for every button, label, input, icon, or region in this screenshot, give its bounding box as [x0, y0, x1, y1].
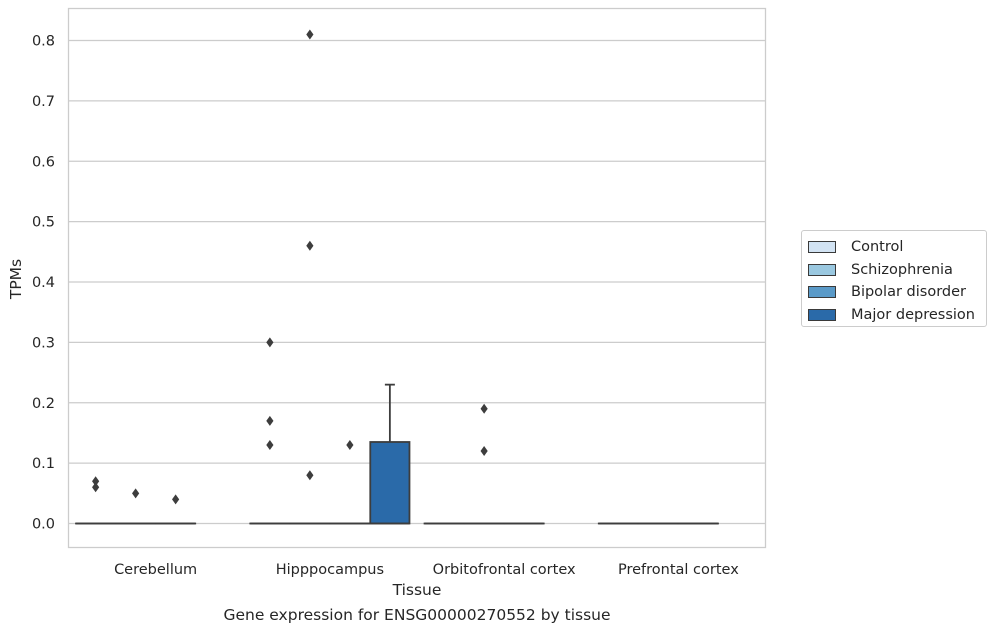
legend-swatch [808, 263, 836, 276]
outlier-point [92, 476, 100, 487]
box-major-depression [369, 383, 411, 525]
y-tick-label: 0.3 [32, 335, 55, 351]
y-tick-label: 0.6 [32, 154, 55, 170]
legend-item: Bipolar disorder [808, 281, 986, 304]
y-tick-label: 0.0 [32, 517, 55, 533]
x-tick-label: Prefrontal cortex [618, 562, 739, 578]
legend: Control Schizophrenia Bipolar disorder Majo… [801, 230, 987, 327]
y-tick-label: 0.7 [32, 94, 55, 110]
outlier-point [480, 403, 488, 414]
y-tick-label: 0.1 [32, 456, 55, 472]
legend-item: Schizophrenia [808, 259, 986, 282]
y-tick-label: 0.2 [32, 396, 55, 412]
y-tick-label: 0.5 [32, 215, 55, 231]
legend-swatch [808, 286, 836, 299]
outlier-point [132, 488, 140, 499]
y-tick-label: 0.8 [32, 34, 55, 50]
outlier-point [306, 470, 314, 481]
outlier-point [266, 440, 274, 451]
outlier-point [266, 415, 274, 426]
legend-label: Schizophrenia [851, 261, 953, 278]
legend-swatch [808, 308, 836, 321]
outlier-point [266, 337, 274, 348]
outlier-points [92, 29, 488, 505]
legend-label: Major depression [851, 306, 975, 323]
legend-label: Control [851, 239, 904, 256]
y-tick-labels: 0.0 0.1 0.2 0.3 0.4 0.5 0.6 0.7 0.8 [32, 34, 55, 533]
y-axis-label: TPMs [7, 259, 25, 300]
legend-item: Major depression [808, 304, 986, 327]
legend-label: Bipolar disorder [851, 284, 966, 301]
x-axis-label: Tissue [392, 581, 442, 599]
outlier-point [346, 440, 354, 451]
legend-swatch [808, 241, 836, 254]
outlier-point [306, 240, 314, 251]
box-groups [75, 383, 719, 525]
outlier-point [306, 29, 314, 40]
outlier-point [92, 482, 100, 493]
figure-caption: Gene expression for ENSG00000270552 by t… [223, 606, 611, 624]
outlier-point [172, 494, 180, 505]
y-tick-label: 0.4 [32, 275, 55, 291]
plot-frame [67, 7, 767, 549]
legend-item: Control [808, 236, 986, 259]
x-tick-labels: Cerebellum Hipppocampus Orbitofrontal cort… [114, 562, 739, 578]
outlier-point [480, 446, 488, 457]
x-tick-label: Hipppocampus [276, 562, 384, 578]
x-tick-label: Cerebellum [114, 562, 197, 578]
grid-lines [68, 39, 766, 525]
x-tick-label: Orbitofrontal cortex [433, 562, 576, 578]
box-body [369, 441, 411, 525]
